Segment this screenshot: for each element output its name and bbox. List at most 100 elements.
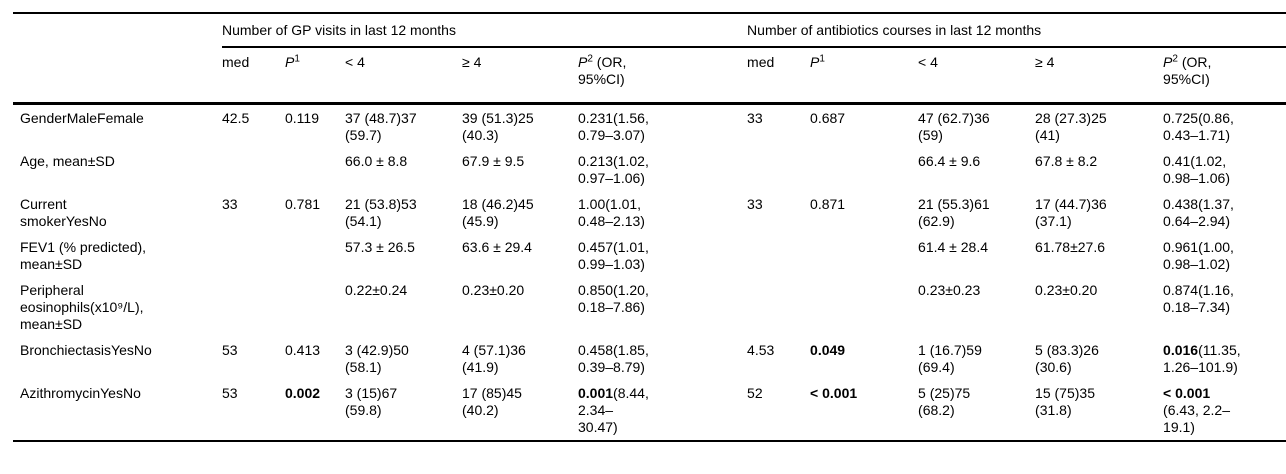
table-cell: 3 (15)67 (59.8) [345, 380, 462, 441]
table-cell: 33 [222, 191, 285, 234]
row-label: Peripheral eosinophils(x10⁹/L), mean±SD [20, 282, 144, 332]
table-cell: 1.00(1.01, 0.48–2.13) [578, 191, 747, 234]
row-label: BronchiectasisYesNo [20, 342, 152, 358]
column-header-lt4-1: < 4 [345, 47, 462, 105]
row-label: GenderMaleFemale [20, 110, 144, 126]
cell-text: 57.3 ± 26.5 [345, 239, 415, 255]
table-cell: 67.8 ± 8.2 [1035, 148, 1163, 191]
cell-text: 15 (75)35 (31.8) [1035, 385, 1095, 418]
corner-cell [13, 13, 222, 47]
table-cell [285, 277, 345, 337]
cell-text: 0.23±0.23 [918, 282, 981, 298]
column-header-empty [13, 47, 222, 105]
cell-text: 0.23±0.20 [462, 282, 525, 298]
table-cell [747, 234, 810, 277]
cell-text: 3 (42.9)50 (58.1) [345, 342, 409, 375]
table-cell [285, 148, 345, 191]
p-symbol: P [810, 54, 820, 70]
table-cell: 17 (85)45 (40.2) [462, 380, 578, 441]
table-cell: 0.781 [285, 191, 345, 234]
table-cell: 0.687 [810, 104, 918, 149]
table-cell: 0.871 [810, 191, 918, 234]
p2-superscript: 2 [587, 53, 593, 65]
table-cell: 21 (55.3)61 (62.9) [918, 191, 1035, 234]
cell-text: 63.6 ± 29.4 [462, 239, 532, 255]
table-cell [285, 234, 345, 277]
table-cell: 33 [747, 104, 810, 149]
table-cell: 37 (48.7)37 (59.7) [345, 104, 462, 149]
table-cell: 4 (57.1)36 (41.9) [462, 337, 578, 380]
column-header-med-2: med [747, 47, 811, 105]
cell-text: 0.725(0.86, 0.43–1.71) [1163, 110, 1234, 143]
cell-text: 0.41(1.02, 0.98–1.06) [1163, 153, 1230, 186]
cell-text: (11.35, 1.26–101.9) [1163, 342, 1241, 375]
table-row: Peripheral eosinophils(x10⁹/L), mean±SD 0… [13, 277, 1286, 337]
p1-superscript: 1 [294, 53, 300, 65]
cell-text: 52 [747, 385, 763, 401]
row-label: FEV1 (% predicted), mean±SD [20, 239, 147, 272]
bold-p-value: 0.049 [810, 342, 846, 358]
cell-text: 4 (57.1)36 (41.9) [462, 342, 526, 375]
table-cell: 0.001(8.44, 2.34– 30.47) [578, 380, 747, 441]
cell-text: 0.961(1.00, 0.98–1.02) [1163, 239, 1234, 272]
cell-text: 53 [222, 342, 238, 358]
column-header-lt4-2: < 4 [918, 47, 1036, 105]
bold-p-value: < 0.001 [810, 385, 858, 401]
table-cell: 15 (75)35 (31.8) [1035, 380, 1163, 441]
table-cell: 0.002 [285, 380, 345, 441]
cell-text: 28 (27.3)25 (41) [1035, 110, 1107, 143]
table-cell: 5 (25)75 (68.2) [918, 380, 1035, 441]
p2-superscript: 2 [1172, 53, 1178, 65]
table-cell: 66.0 ± 8.8 [345, 148, 462, 191]
table-cell: 0.725(0.86, 0.43–1.71) [1163, 104, 1286, 149]
cell-text: 17 (85)45 (40.2) [462, 385, 522, 418]
cell-text: 0.119 [285, 110, 319, 126]
table-cell [222, 148, 285, 191]
column-header-p2-2: P2 (OR, 95%CI) [1163, 47, 1286, 105]
cell-text: 0.438(1.37, 0.64–2.94) [1163, 196, 1234, 229]
table-cell: 66.4 ± 9.6 [918, 148, 1035, 191]
p-symbol: P [285, 54, 295, 70]
cell-text: 66.0 ± 8.8 [345, 153, 408, 169]
table-cell: 4.53 [747, 337, 810, 380]
table-cell: 53 [222, 337, 285, 380]
table-cell [222, 234, 285, 277]
cell-text: 0.871 [810, 196, 846, 212]
table-cell: 47 (62.7)36 (59) [918, 104, 1035, 149]
cell-text: 61.78±27.6 [1035, 239, 1106, 255]
cell-text: 0.413 [285, 342, 321, 358]
table-cell [222, 277, 285, 337]
column-header-p1-1: P1 [285, 47, 345, 105]
cell-text: 1.00(1.01, 0.48–2.13) [578, 196, 645, 229]
cell-text: 0.213(1.02, 0.97–1.06) [578, 153, 649, 186]
group-header-antibiotics: Number of antibiotics courses in last 12… [747, 13, 1286, 48]
table-cell: 39 (51.3)25 (40.3) [462, 104, 578, 149]
table-cell: 1 (16.7)59 (69.4) [918, 337, 1035, 380]
cell-text: 47 (62.7)36 (59) [918, 110, 990, 143]
table-cell: 63.6 ± 29.4 [462, 234, 578, 277]
cell-text: 0.687 [810, 110, 846, 126]
cell-text: 0.850(1.20, 0.18–7.86) [578, 282, 649, 315]
table-cell: 0.23±0.23 [918, 277, 1035, 337]
cell-text: 5 (83.3)26 (30.6) [1035, 342, 1099, 375]
table-cell [810, 148, 918, 191]
cell-text: 5 (25)75 (68.2) [918, 385, 971, 418]
bold-p-value: 0.001 [578, 385, 614, 401]
table-cell: 17 (44.7)36 (37.1) [1035, 191, 1163, 234]
table-cell: 0.231(1.56, 0.79–3.07) [578, 104, 747, 149]
table-cell: 0.458(1.85, 0.39–8.79) [578, 337, 747, 380]
cell-text: 0.457(1.01, 0.99–1.03) [578, 239, 649, 272]
table-cell: 67.9 ± 9.5 [462, 148, 578, 191]
cell-text: 33 [747, 196, 763, 212]
table-cell: 0.22±0.24 [345, 277, 462, 337]
table-cell: 52 [747, 380, 810, 441]
table-cell: 0.016(11.35, 1.26–101.9) [1163, 337, 1286, 380]
bold-p-value: 0.002 [285, 385, 321, 401]
cell-text: 33 [747, 110, 763, 126]
cell-text: 67.9 ± 9.5 [462, 153, 525, 169]
table-cell [810, 234, 918, 277]
table-cell: 3 (42.9)50 (58.1) [345, 337, 462, 380]
cell-text: 1 (16.7)59 (69.4) [918, 342, 982, 375]
cell-text: 17 (44.7)36 (37.1) [1035, 196, 1107, 229]
table-cell: 0.23±0.20 [1035, 277, 1163, 337]
